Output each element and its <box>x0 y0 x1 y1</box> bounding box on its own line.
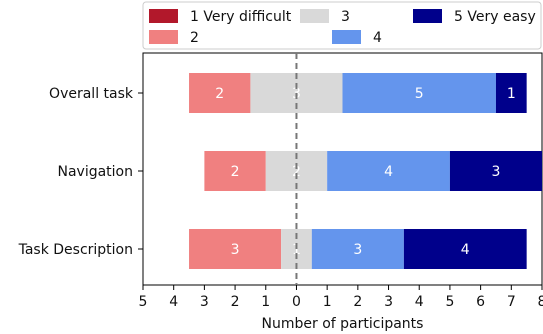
legend-label: 2 <box>190 30 199 46</box>
bar-value-label: 2 <box>215 86 224 102</box>
bar-segment <box>204 151 266 191</box>
legend-swatch <box>149 9 178 23</box>
x-axis-label: Number of participants <box>262 316 424 332</box>
bar-value-label: 4 <box>384 164 393 180</box>
legend: 1 Very difficult 2 3 4 5 Very easy <box>142 1 542 50</box>
bar-segment <box>189 73 251 113</box>
legend-label: 4 <box>373 30 382 46</box>
x-tick-label: 4 <box>169 294 178 310</box>
legend-swatch <box>332 30 361 44</box>
legend-swatch <box>300 9 329 23</box>
bar-value-label: 3 <box>231 242 240 258</box>
x-tick-label: 2 <box>231 294 240 310</box>
x-tick-label: 5 <box>445 294 454 310</box>
bar-value-label: 2 <box>292 164 301 180</box>
legend-swatch <box>413 9 442 23</box>
plot-area: 2 3 5 1 Overall task 2 2 4 3 Navigation 3 1 3 4 Task D… <box>18 52 543 310</box>
x-tick-label: 1 <box>261 294 270 310</box>
legend-label: 3 <box>341 9 350 25</box>
x-tick-label: 3 <box>384 294 393 310</box>
bar-segment <box>495 73 527 113</box>
x-tick-label: 6 <box>476 294 485 310</box>
bar-segment <box>403 229 527 269</box>
x-tick-label: 4 <box>415 294 424 310</box>
y-tick-label: Overall task <box>49 86 134 102</box>
y-tick-label: Navigation <box>57 164 133 180</box>
x-tick-label: 5 <box>139 294 148 310</box>
x-tick-label: 1 <box>323 294 332 310</box>
x-tick-label: 2 <box>353 294 362 310</box>
y-tick-label: Task Description <box>18 242 133 258</box>
bar-value-label: 4 <box>461 242 470 258</box>
legend-label: 5 Very easy <box>454 9 536 25</box>
bar-value-label: 1 <box>507 86 516 102</box>
legend-label: 1 Very difficult <box>190 9 292 25</box>
bar-segment <box>327 151 450 191</box>
bar-value-label: 2 <box>231 164 240 180</box>
bar-segment <box>189 229 282 269</box>
bar-value-label: 3 <box>353 242 362 258</box>
x-tick-label: 3 <box>200 294 209 310</box>
bar-value-label: 5 <box>415 86 424 102</box>
bar-segment <box>342 73 496 113</box>
bar-segment <box>311 229 404 269</box>
bar-segment <box>449 151 542 191</box>
x-tick-label: 8 <box>538 294 543 310</box>
bar-value-label: 1 <box>292 242 301 258</box>
x-tick-label: 7 <box>507 294 516 310</box>
legend-swatch <box>149 30 178 44</box>
x-tick-label: 0 <box>292 294 301 310</box>
bar-value-label: 3 <box>492 164 501 180</box>
